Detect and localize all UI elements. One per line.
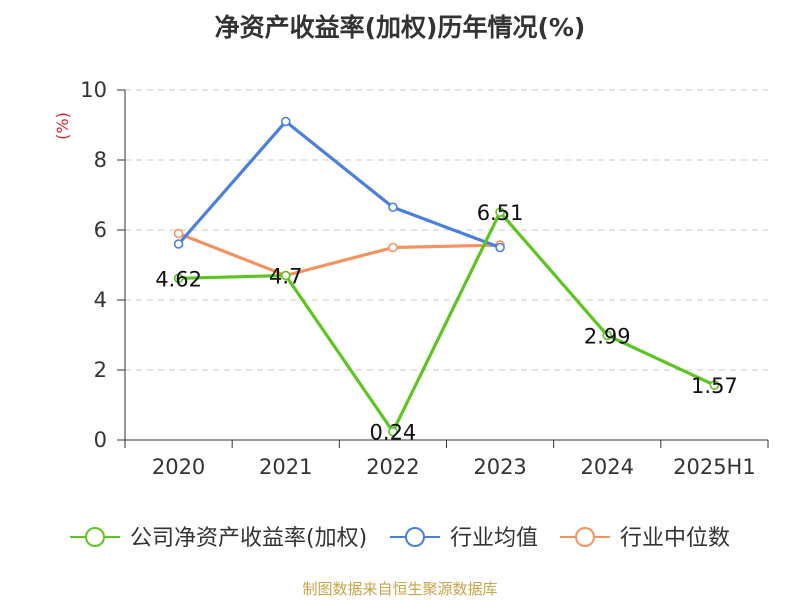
data-label: 6.51 bbox=[477, 201, 524, 225]
data-point bbox=[280, 270, 291, 281]
data-point bbox=[388, 242, 398, 253]
legend-item: 公司净资产收益率(加权) bbox=[70, 526, 367, 551]
data-point bbox=[173, 273, 184, 284]
series-0 bbox=[173, 207, 720, 437]
x-tick-label: 2021 bbox=[259, 455, 312, 479]
chart-title: 净资产收益率(加权)历年情况(%) bbox=[214, 13, 586, 42]
x-tick-label: 2025H1 bbox=[673, 455, 756, 479]
x-tick-label: 2022 bbox=[366, 455, 419, 479]
data-point bbox=[495, 242, 505, 253]
y-tick-label: 4 bbox=[94, 288, 107, 312]
source-note: 制图数据来自恒生聚源数据库 bbox=[302, 580, 498, 598]
data-label: 2.99 bbox=[584, 324, 631, 348]
legend-swatch-marker bbox=[85, 527, 105, 547]
data-label: 0.24 bbox=[370, 421, 417, 445]
data-point bbox=[280, 116, 291, 127]
x-tick-label: 2023 bbox=[473, 455, 526, 479]
x-tick-label: 2020 bbox=[152, 455, 205, 479]
legend-swatch-marker bbox=[405, 527, 425, 547]
x-tick-label: 2024 bbox=[581, 455, 634, 479]
series-line bbox=[178, 210, 716, 434]
data-point bbox=[388, 202, 398, 213]
y-tick-label: 8 bbox=[94, 148, 107, 172]
series-1 bbox=[173, 116, 505, 253]
data-label: 4.62 bbox=[155, 267, 202, 291]
data-point bbox=[173, 228, 184, 239]
y-axis-label: (%) bbox=[53, 112, 72, 140]
data-point bbox=[709, 380, 720, 390]
y-tick-label: 6 bbox=[94, 218, 107, 242]
data-point bbox=[602, 330, 613, 341]
legend-item: 行业中位数 bbox=[560, 526, 730, 551]
series-2 bbox=[173, 228, 505, 281]
y-tick-label: 0 bbox=[94, 428, 107, 452]
legend-item: 行业均值 bbox=[390, 526, 538, 551]
legend-swatch-marker bbox=[575, 527, 595, 547]
data-point bbox=[388, 426, 398, 437]
y-tick-label: 10 bbox=[80, 78, 107, 102]
data-point bbox=[495, 207, 505, 217]
legend-label: 行业中位数 bbox=[620, 526, 730, 551]
legend-label: 公司净资产收益率(加权) bbox=[130, 526, 367, 551]
legend-label: 行业均值 bbox=[450, 526, 538, 551]
series-line bbox=[177, 119, 501, 249]
data-label: 1.57 bbox=[691, 374, 738, 398]
data-label: 4.7 bbox=[269, 265, 302, 289]
y-tick-label: 2 bbox=[94, 358, 107, 382]
data-point bbox=[173, 239, 184, 249]
series-line bbox=[177, 232, 501, 278]
